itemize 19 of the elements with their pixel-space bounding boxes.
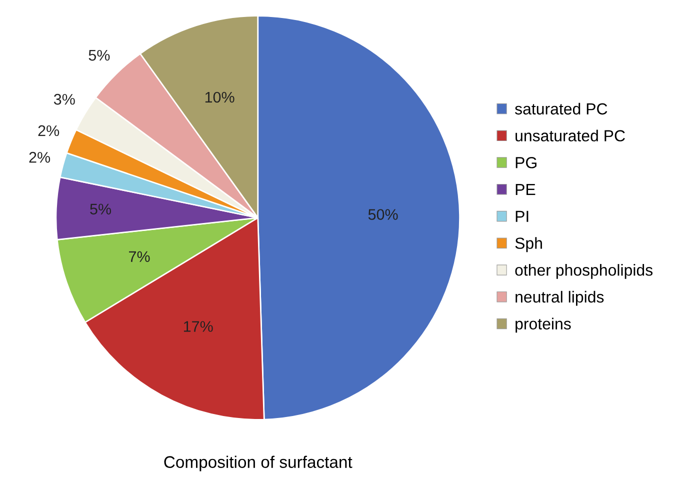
data-label: 2%: [29, 152, 50, 163]
data-label: 10%: [205, 92, 234, 103]
data-label: 5%: [88, 50, 110, 61]
data-label: 50%: [368, 209, 398, 220]
legend-label: neutral lipids: [516, 290, 604, 306]
data-label: 7%: [129, 251, 150, 262]
legend-label: saturated PC: [515, 102, 608, 115]
legend-label: PG: [516, 156, 536, 168]
legend-label: other phospholipids: [515, 264, 653, 279]
text: Composition of surfactant: [164, 456, 352, 472]
legend-label: Sph: [515, 237, 542, 252]
data-label: 2%: [38, 125, 60, 136]
data-label: 5%: [90, 204, 112, 215]
data-label: 3%: [54, 94, 75, 105]
legend-label: PI: [516, 210, 528, 222]
legend-label: proteins: [516, 318, 571, 333]
legend-label: PE: [516, 184, 536, 196]
legend-label: unsaturated PC: [516, 130, 625, 142]
data-label: 17%: [184, 321, 213, 332]
